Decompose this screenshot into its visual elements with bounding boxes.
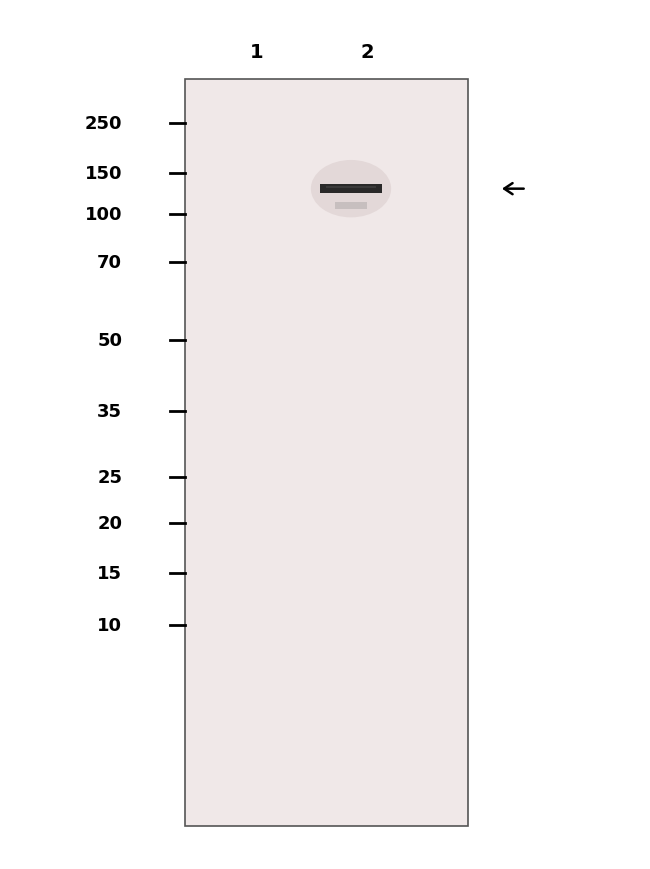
Text: 35: 35 [98,403,122,421]
Text: 100: 100 [84,206,122,223]
Text: 20: 20 [98,514,122,532]
Text: 10: 10 [98,617,122,634]
Text: 25: 25 [98,468,122,486]
Text: 15: 15 [98,565,122,582]
Text: 250: 250 [84,116,122,133]
Text: 150: 150 [84,165,122,182]
Text: 2: 2 [361,43,374,62]
Text: 1: 1 [250,43,263,62]
Text: 70: 70 [98,254,122,271]
Text: 50: 50 [98,332,122,349]
